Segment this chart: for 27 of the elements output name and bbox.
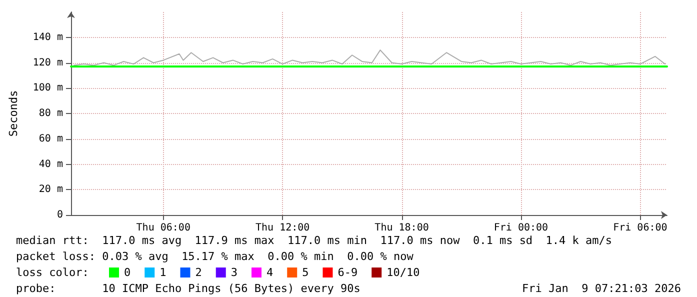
y-tick-label: 80 m: [38, 108, 63, 119]
text: probe: 10 ICMP Echo Pings (56 Bytes) every 90s: [16, 282, 360, 295]
text: packet loss: 0.03 % avg 15.17 % max 0.00 % min 0.00 % now: [16, 250, 414, 263]
x-tick-label: Fri 06:00: [613, 222, 668, 234]
legend-label: 4: [266, 266, 274, 279]
y-tick-label: 0: [56, 210, 63, 220]
legend-label: 0: [124, 266, 131, 279]
legend-label: 6-9: [338, 266, 358, 279]
y-tick-label: 60 m: [38, 133, 63, 144]
legend-label: 5: [302, 266, 309, 279]
y-axis-title: Seconds: [7, 90, 20, 137]
y-tick-label: 120 m: [32, 57, 63, 68]
x-tick-label: Thu 18:00: [374, 222, 429, 234]
y-tick-label: 140 m: [32, 32, 63, 43]
legend-label: 2: [195, 266, 202, 279]
x-tick-label: Thu 06:00: [136, 222, 190, 234]
legend-label: 3: [230, 266, 238, 279]
text: loss color:: [16, 266, 89, 279]
text: Fri Jan 9 07:21:03 2026: [522, 282, 682, 295]
text: median rtt: 117.0 ms avg 117.9 ms max 117.0 ms min 117.0 ms now 0.1 ms sd 1.4 k am/s: [16, 234, 612, 247]
y-tick-label: 100 m: [32, 82, 63, 94]
x-tick-label: Thu 12:00: [255, 222, 310, 234]
x-tick-label: Fri 00:00: [494, 222, 548, 234]
y-tick-label: 40 m: [38, 158, 63, 170]
legend-label: 1: [160, 266, 166, 279]
legend-label: 10/10: [386, 266, 420, 279]
y-tick-label: 20 m: [38, 184, 63, 196]
